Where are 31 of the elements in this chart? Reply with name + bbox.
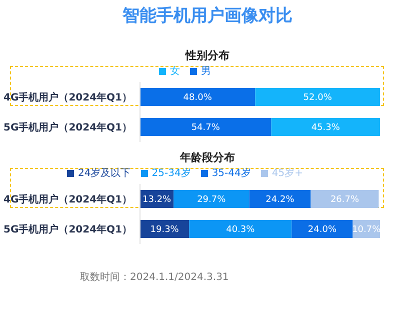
data-label: 26.7% [330,195,360,205]
bar [249,190,311,208]
bar [310,190,379,208]
bar [189,220,292,238]
bar [174,190,250,208]
legend-label: 35-44岁 [212,168,251,179]
data-label: 24.2% [266,195,295,205]
data-label: 24.0% [308,225,337,235]
chart-title: 年龄段分布 [178,150,236,166]
bar [292,220,353,238]
chart-subtitle: 性别分布 [184,48,230,64]
y-tick-label: 4G手机用户（2024年Q1） [4,92,132,104]
text: 取数时间：2024.1.1/2024.3.31 [80,270,229,284]
data-label: 13.2% [142,195,172,205]
data-label: 45.3% [311,123,340,133]
chart-title: 智能手机用户画像对比 [121,5,294,27]
legend-label: 25-34岁 [152,168,191,179]
data-label: 54.7% [191,123,220,133]
legend-label: 女 [170,66,180,77]
y-tick-label: 5G手机用户（2024年Q1） [4,122,132,134]
data-label: 40.3% [226,225,256,235]
data-label: 19.3% [150,225,180,235]
data-label: 48.0% [183,93,212,103]
legend-label: 45岁+ [272,168,303,179]
legend-label: 24岁及以下 [78,168,131,179]
data-label: 52.0% [303,93,332,103]
y-tick-label: 5G手机用户（2024年Q1） [4,224,132,236]
y-tick-label: 4G手机用户（2024年Q1） [4,194,132,206]
legend-label: 男 [201,66,211,77]
data-label: 10.7% [352,225,382,235]
data-label: 29.7% [197,195,226,205]
